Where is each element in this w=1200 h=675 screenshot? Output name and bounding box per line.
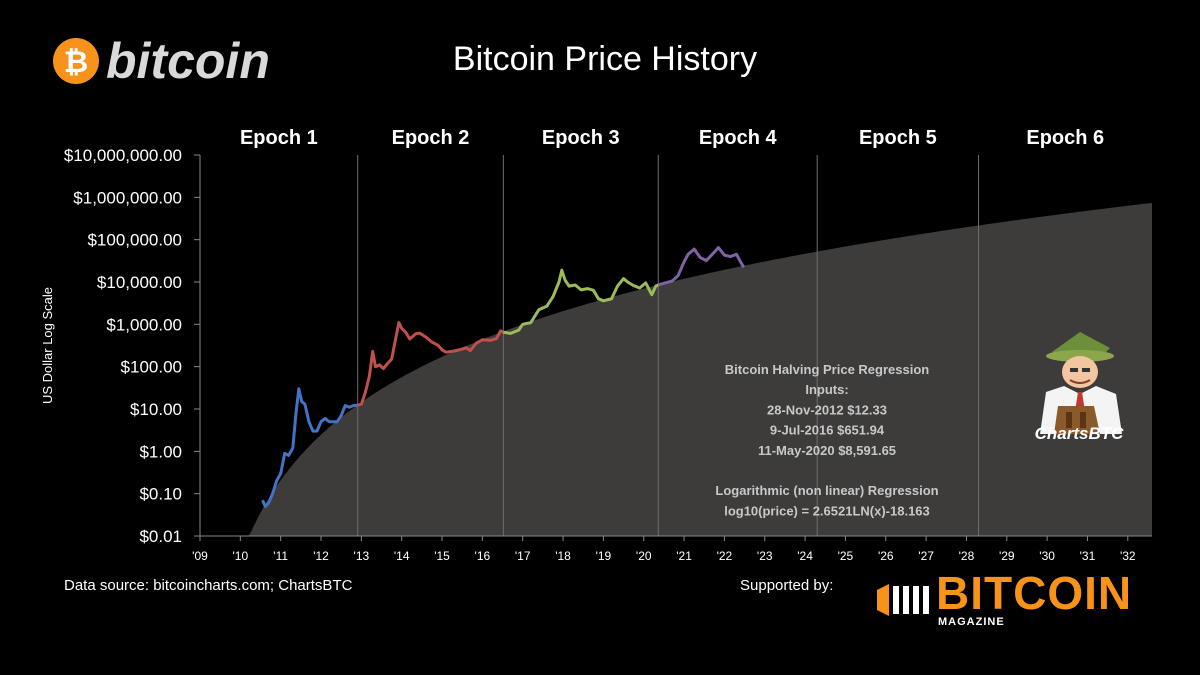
regression-note-line: 11-May-2020 $8,591.65 xyxy=(758,443,896,458)
y-tick-label: $100,000.00 xyxy=(87,231,182,250)
x-tick-label: '10 xyxy=(233,549,249,563)
bitcoin-symbol: ₿ xyxy=(64,46,88,79)
y-tick-label: $1.00 xyxy=(139,442,182,461)
epoch-label: Epoch 4 xyxy=(699,127,778,149)
x-tick-label: '19 xyxy=(596,549,612,563)
regression-note-line: 9-Jul-2016 $651.94 xyxy=(770,423,885,438)
regression-note-line: log10(price) = 2.6521LN(x)-18.163 xyxy=(724,503,930,518)
x-tick-label: '12 xyxy=(313,549,329,563)
epoch-label: Epoch 2 xyxy=(392,127,470,149)
x-tick-label: '21 xyxy=(676,549,692,563)
x-tick-label: '15 xyxy=(434,549,450,563)
x-tick-label: '29 xyxy=(999,549,1015,563)
regression-note-line: Logarithmic (non linear) Regression xyxy=(715,483,938,498)
y-tick-label: $0.01 xyxy=(139,527,182,546)
regression-note-line: 28-Nov-2012 $12.33 xyxy=(767,402,887,417)
x-tick-label: '32 xyxy=(1120,549,1136,563)
price-series-epoch-3 xyxy=(503,268,659,335)
x-tick-label: '28 xyxy=(959,549,975,563)
x-tick-label: '20 xyxy=(636,549,652,563)
y-tick-label: $10.00 xyxy=(130,400,182,419)
x-tick-label: '22 xyxy=(717,549,733,563)
y-tick-label: $0.10 xyxy=(139,485,182,504)
y-tick-label: $10,000.00 xyxy=(97,273,182,292)
regression-note-line: Inputs: xyxy=(805,382,848,397)
x-tick-label: '17 xyxy=(515,549,531,563)
price-series-epoch-4 xyxy=(657,246,746,287)
x-tick-label: '23 xyxy=(757,549,773,563)
x-tick-label: '11 xyxy=(273,549,288,563)
x-tick-label: '24 xyxy=(797,549,813,563)
x-tick-label: '31 xyxy=(1080,549,1096,563)
epoch-label: Epoch 5 xyxy=(859,127,937,149)
y-tick-label: $100.00 xyxy=(121,358,182,377)
x-tick-label: '18 xyxy=(555,549,571,563)
chartsbtc-mascot-image xyxy=(1040,332,1122,434)
regression-note-line: Bitcoin Halving Price Regression xyxy=(725,362,930,377)
x-tick-label: '26 xyxy=(878,549,894,563)
bitcoin-magazine-icon xyxy=(877,584,929,616)
price-series-epoch-2 xyxy=(357,321,504,407)
x-tick-label: '16 xyxy=(475,549,491,563)
bitcoin-logo: ₿ bitcoin xyxy=(53,33,270,89)
y-tick-label: $10,000,000.00 xyxy=(64,146,182,165)
epoch-label: Epoch 1 xyxy=(240,127,318,149)
supported-by-label: Supported by: xyxy=(740,577,834,594)
epoch-label: Epoch 6 xyxy=(1026,127,1104,149)
y-tick-label: $1,000,000.00 xyxy=(73,188,182,207)
chart-title: Bitcoin Price History xyxy=(452,40,758,78)
y-tick-label: $1,000.00 xyxy=(106,315,182,334)
epoch-label: Epoch 3 xyxy=(542,127,620,149)
regression-area xyxy=(246,202,1152,536)
bitcoin-magazine-wordmark: BITCOIN xyxy=(936,567,1133,619)
x-tick-label: '14 xyxy=(394,549,410,563)
x-tick-label: '09 xyxy=(192,549,208,563)
x-tick-label: '27 xyxy=(918,549,934,563)
x-tick-label: '30 xyxy=(1039,549,1055,563)
chartsbtc-label: ChartsBTC xyxy=(1034,424,1124,443)
x-tick-label: '25 xyxy=(838,549,854,563)
bitcoin-coin-icon xyxy=(53,38,99,84)
y-axis-title: US Dollar Log Scale xyxy=(40,287,55,404)
bitcoin-wordmark: bitcoin xyxy=(106,33,270,89)
x-tick-label: '13 xyxy=(354,549,370,563)
bitcoin-magazine-subtitle: MAGAZINE xyxy=(938,616,1005,628)
data-source-note: Data source: bitcoincharts.com; ChartsBT… xyxy=(64,577,353,594)
price-series-epoch-1 xyxy=(261,387,358,508)
